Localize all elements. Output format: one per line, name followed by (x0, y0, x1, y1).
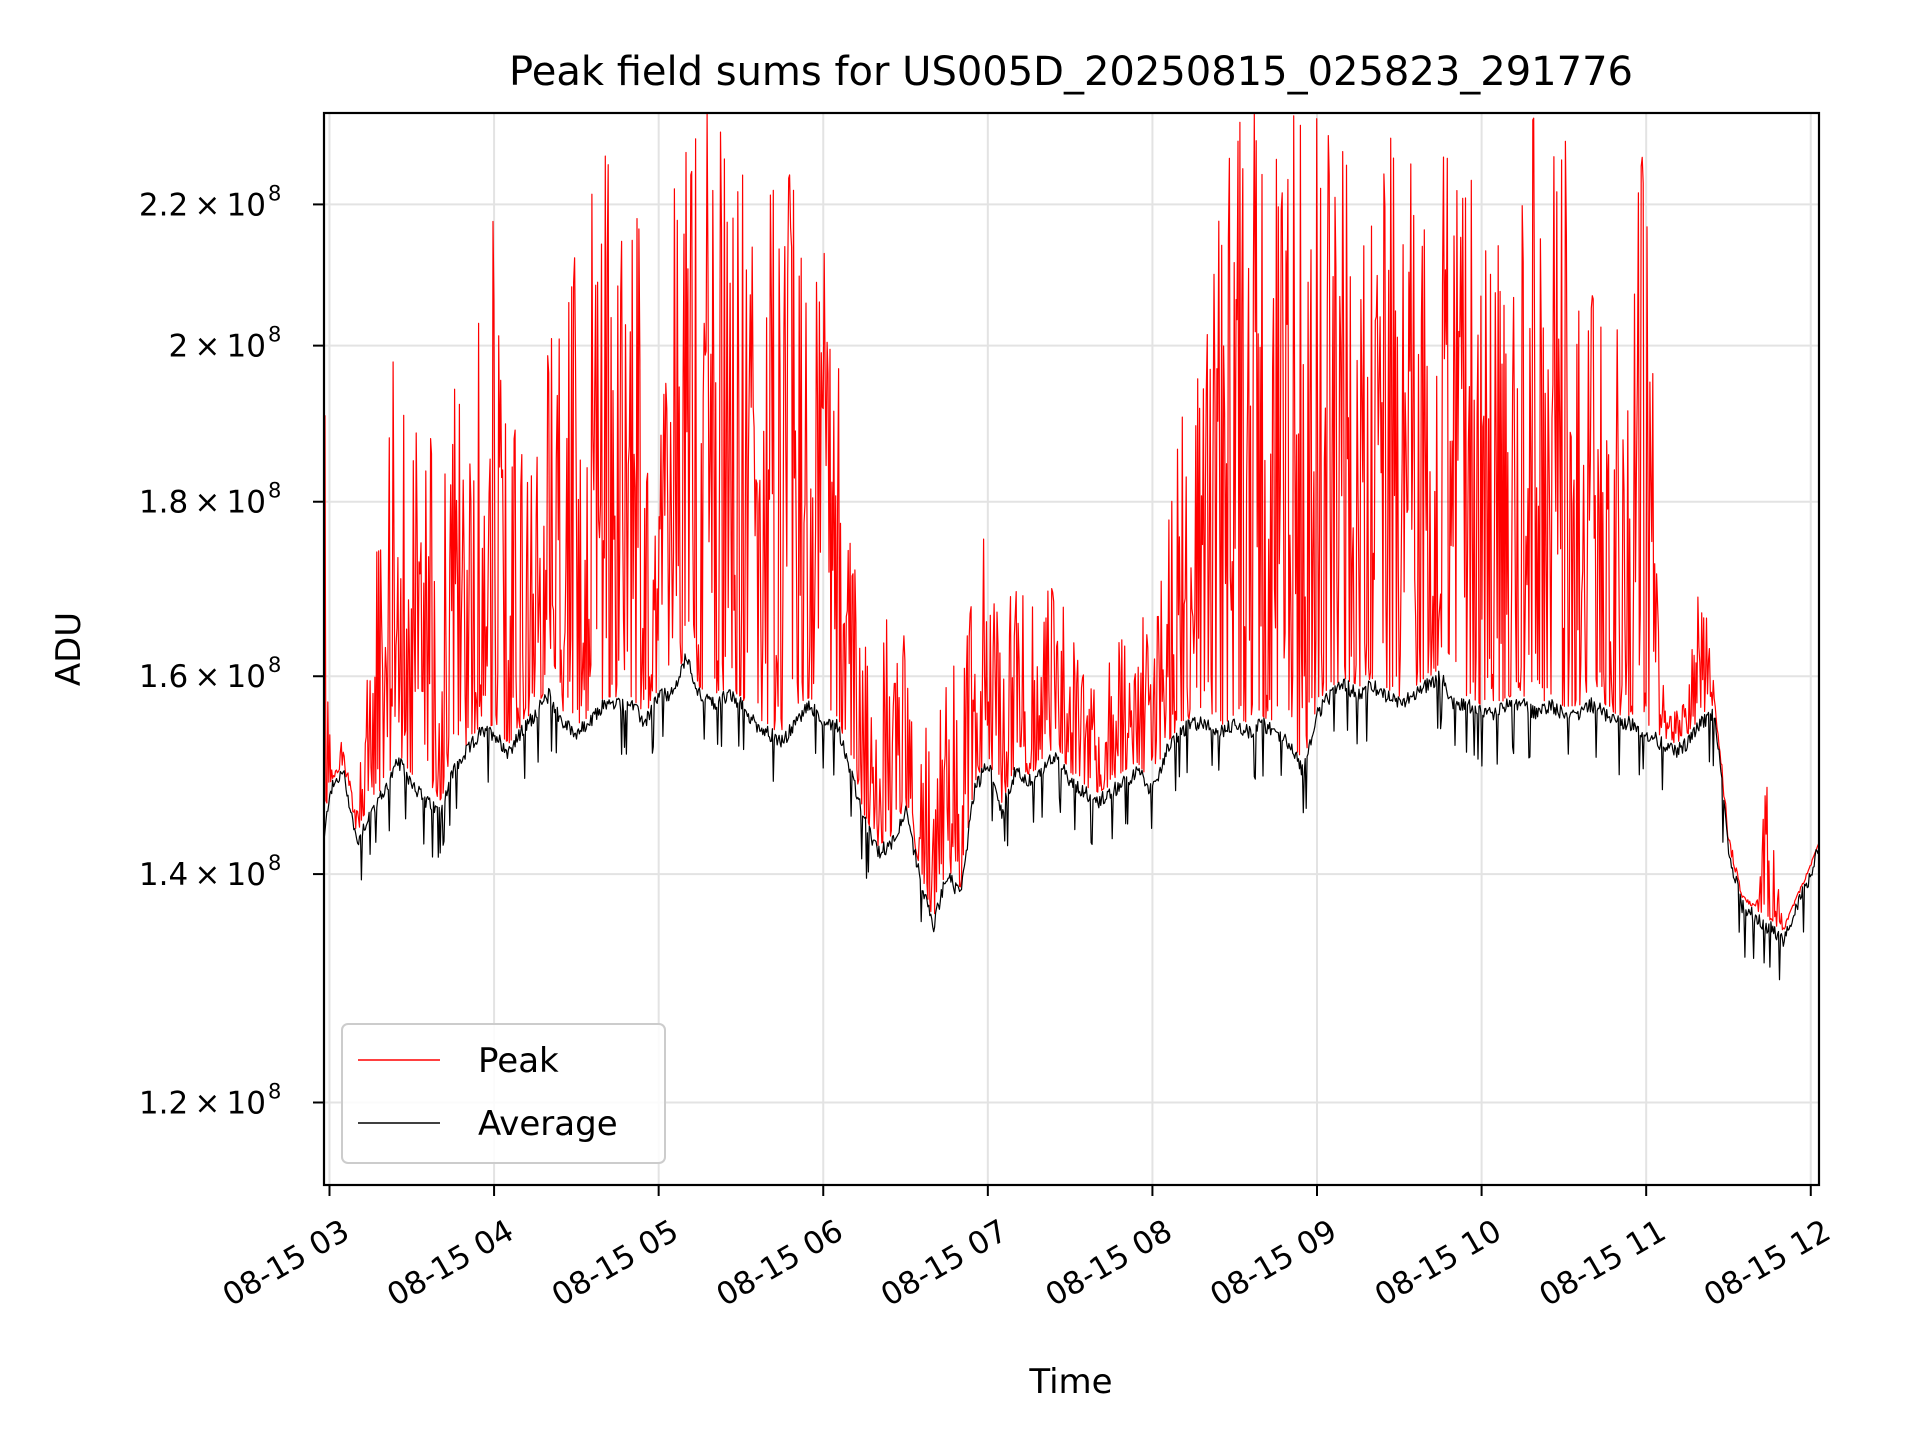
y-tick-label: 1.4 × 10 8 (139, 851, 281, 893)
y-tick-exponent: 8 (268, 653, 281, 677)
y-axis-label: ADU (49, 612, 89, 686)
y-tick-label: 1.6 × 10 8 (139, 653, 281, 695)
y-tick-label: 2.2 × 10 8 (139, 181, 281, 223)
y-tick-exponent: 8 (268, 851, 281, 875)
legend-peak-label: Peak (478, 1041, 559, 1081)
y-tick-mantissa: 1.4 × 10 (139, 857, 266, 893)
y-tick-label: 2 × 10 8 (168, 323, 281, 365)
y-axis-ticks: 1.2 × 10 81.4 × 10 81.6 × 10 81.8 × 10 82 × … (139, 181, 324, 1121)
y-tick-mantissa: 2 × 10 (168, 329, 266, 365)
series-lines (324, 113, 1819, 981)
y-tick-mantissa: 1.2 × 10 (139, 1085, 266, 1121)
y-tick-exponent: 8 (268, 1079, 281, 1103)
chart-title: Peak field sums for US005D_20250815_0258… (509, 49, 1633, 95)
y-tick-mantissa: 1.8 × 10 (139, 485, 266, 521)
grid-lines (324, 113, 1819, 1185)
plot-frame (322, 111, 1821, 1187)
legend: Peak Average (341, 1023, 666, 1164)
y-tick-mantissa: 2.2 × 10 (139, 187, 266, 223)
y-tick-exponent: 8 (268, 323, 281, 347)
legend-box (341, 1023, 666, 1164)
y-tick-mantissa: 1.6 × 10 (139, 659, 266, 695)
average-series-line (324, 653, 1819, 981)
y-tick-exponent: 8 (268, 479, 281, 503)
legend-average-label: Average (478, 1104, 618, 1144)
y-tick-exponent: 8 (268, 181, 281, 205)
peak-series-line (324, 113, 1819, 931)
y-tick-label: 1.2 × 10 8 (139, 1079, 281, 1121)
x-axis-label: Time (1028, 1362, 1112, 1402)
y-tick-label: 1.8 × 10 8 (139, 479, 281, 521)
